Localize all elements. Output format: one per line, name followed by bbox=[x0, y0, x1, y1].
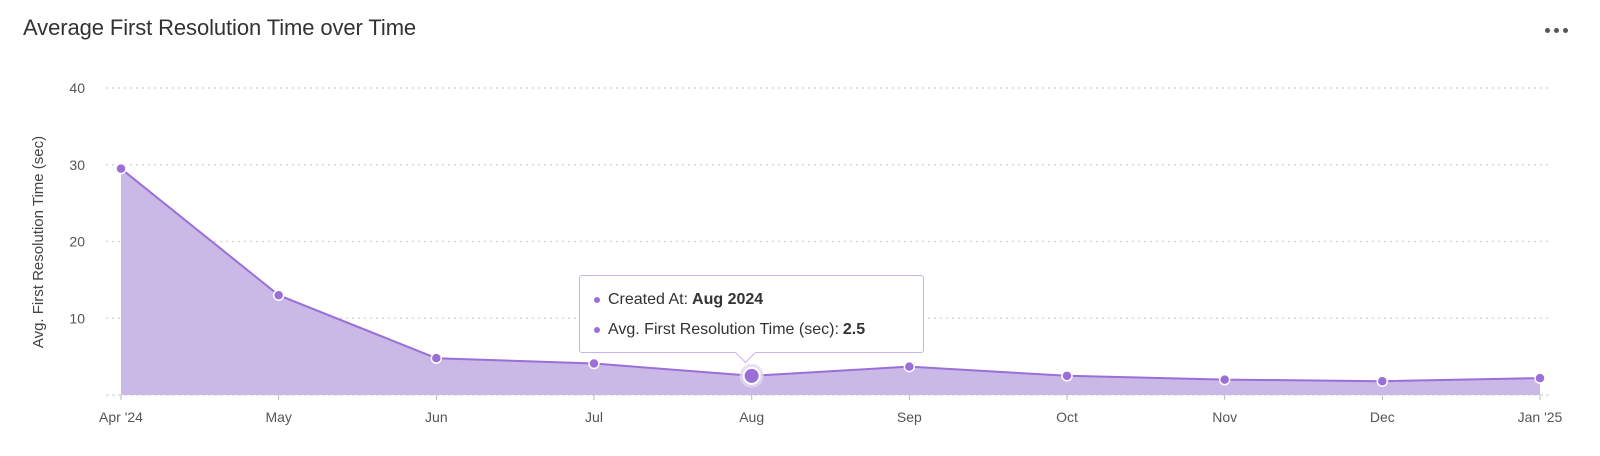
tooltip-row-value: Avg. First Resolution Time (sec): 2.5 bbox=[594, 321, 865, 339]
more-dot bbox=[1553, 27, 1559, 33]
y-axis-label: Avg. First Resolution Time (sec) bbox=[30, 136, 47, 348]
data-point[interactable] bbox=[903, 360, 916, 373]
data-tooltip: Created At: Aug 2024 Avg. First Resoluti… bbox=[579, 275, 924, 364]
x-tick-label: Apr '24 bbox=[99, 409, 143, 425]
series-line bbox=[120, 167, 1541, 383]
data-point[interactable] bbox=[1376, 375, 1389, 387]
bullet-icon bbox=[594, 327, 600, 333]
tooltip-metric-value: 2.5 bbox=[842, 321, 866, 338]
x-tick-label: Jun bbox=[425, 409, 448, 425]
y-tick-label: 40 bbox=[69, 80, 85, 96]
tooltip-metric-label: Avg. First Resolution Time (sec): bbox=[608, 321, 839, 338]
series-area bbox=[121, 168, 1540, 395]
more-options-icon[interactable] bbox=[1540, 16, 1572, 44]
x-tick-label: Dec bbox=[1370, 409, 1395, 425]
x-tick-label: Nov bbox=[1212, 409, 1237, 425]
data-point[interactable] bbox=[1218, 373, 1231, 386]
data-points[interactable] bbox=[115, 162, 1546, 388]
x-tick-labels: Apr '24 May Jun Jul Aug Sep Oct Nov Dec Jan '25 bbox=[99, 395, 1563, 425]
data-point[interactable] bbox=[115, 162, 127, 175]
x-tick-label: Jul bbox=[585, 409, 603, 425]
bullet-icon bbox=[594, 297, 600, 303]
data-point[interactable] bbox=[272, 289, 285, 301]
data-point[interactable] bbox=[1061, 370, 1073, 382]
data-point[interactable] bbox=[430, 352, 443, 364]
data-point-highlighted[interactable] bbox=[742, 366, 761, 385]
x-tick-label: Aug bbox=[739, 409, 764, 425]
y-tick-label: 30 bbox=[69, 157, 85, 173]
area-fill-layer bbox=[121, 168, 1540, 395]
y-tick-labels: 10 20 30 40 bbox=[69, 80, 85, 326]
more-dot bbox=[1562, 27, 1568, 33]
x-tick-label: Sep bbox=[897, 409, 922, 425]
y-tick-label: 10 bbox=[69, 310, 85, 326]
tooltip-row-date: Created At: Aug 2024 bbox=[594, 291, 763, 309]
x-tick-label: Oct bbox=[1056, 409, 1078, 425]
x-tick-label: Jan '25 bbox=[1518, 409, 1563, 425]
tooltip-date-label: Created At: bbox=[608, 291, 689, 308]
x-tick-label: May bbox=[265, 409, 291, 425]
chart-title: Average First Resolution Time over Time bbox=[23, 15, 417, 40]
data-point[interactable] bbox=[1534, 372, 1546, 384]
more-dot bbox=[1544, 27, 1550, 33]
series-line-layer bbox=[120, 167, 1541, 383]
y-tick-label: 20 bbox=[69, 234, 85, 250]
tooltip-date-value: Aug 2024 bbox=[692, 291, 764, 308]
data-point[interactable] bbox=[588, 357, 600, 370]
